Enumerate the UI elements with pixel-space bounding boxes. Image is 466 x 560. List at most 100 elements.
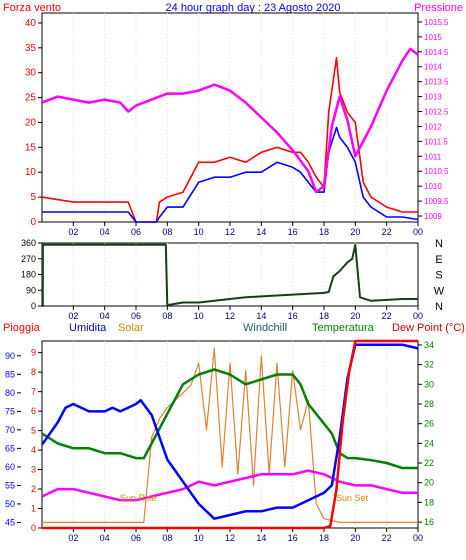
panel1-x-tick-label: 22 [382,227,392,237]
legend-solar: Solar [118,322,144,334]
wind-pressure-panel: 051015202530354010091009.510101010.51011… [25,12,449,237]
pressure-y-tick-label: 1013 [424,93,442,102]
direction-y-tick-label: 90 [26,285,36,295]
panel3-x-tick-label: 22 [382,533,392,543]
temperature-y-tick-label: 16 [424,517,434,527]
pressure-y-tick-label: 1009.5 [424,197,449,206]
panel3-x-tick-label: 14 [256,533,266,543]
temperature-y-tick-label: 26 [424,419,434,429]
rain-y-tick-label: 2 [31,484,36,494]
humidity-y-tick-label: 80 [5,388,15,398]
temperature-y-tick-label: 24 [424,438,434,448]
pressure-y-tick-label: 1011.5 [424,137,448,146]
humidity-y-tick-label: 55 [5,480,15,490]
wind-y-tick-label: 15 [25,142,37,153]
panel1-x-tick-label: 00 [413,227,423,237]
panel2-x-tick-label: 22 [382,311,392,321]
panel1-x-tick-label: 14 [256,227,266,237]
panel2-x-tick-label: 08 [162,311,172,321]
panel1-x-tick-label: 04 [100,227,110,237]
panel2-x-tick-label: 12 [225,311,235,321]
panel3-x-tick-label: 12 [225,533,235,543]
rain-y-tick-label: 3 [31,465,36,475]
direction-y-tick-label: 180 [21,270,36,280]
wind-y-tick-label: 35 [25,43,37,54]
chart-title: 24 hour graph day : 23 Agosto 2020 [166,2,341,14]
panel1-x-tick-label: 12 [225,227,235,237]
rain-y-tick-label: 1 [31,504,36,514]
panel2-x-tick-label: 00 [413,311,423,321]
pressure-line [41,47,419,194]
panel1-x-tick-label: 02 [68,227,78,237]
panel1-x-tick-label: 18 [319,227,329,237]
rain-y-tick-label: 4 [31,445,36,455]
temperature-y-tick-label: 32 [424,360,434,370]
wind-y-tick-label: 40 [25,18,37,29]
rain-y-tick-label: 0 [31,523,36,533]
panel1-x-tick-label: 16 [288,227,298,237]
panel3-x-tick-label: 08 [162,533,172,543]
wind-y-tick-label: 5 [30,192,36,203]
pressure-y-tick-label: 1012.5 [424,108,449,117]
pressure-y-tick-label: 1010.5 [424,167,449,176]
direction-y-tick-label: 0 [31,301,36,311]
humidity-y-tick-label: 60 [5,462,15,472]
wind-y-tick-label: 20 [25,117,37,128]
wind-y-tick-label: 30 [25,68,37,79]
pressure-y-tick-label: 1011 [424,152,442,161]
wind-y-tick-label: 25 [25,93,37,104]
panel2-x-tick-label: 02 [68,311,78,321]
panel3-x-tick-label: 00 [413,533,423,543]
wind-direction-line [41,243,418,307]
panel2-x-tick-label: 10 [194,311,204,321]
legend-dew-point: Dew Point (°C) [392,322,465,334]
panel3-x-tick-label: 16 [288,533,298,543]
panel1-x-tick-label: 20 [350,227,360,237]
humidity-y-tick-label: 85 [5,369,15,379]
wind-speed-line [42,126,419,223]
panel2-x-tick-label: 20 [350,311,360,321]
compass-label: N [435,301,443,313]
panel3-x-tick-label: 10 [194,533,204,543]
rain-y-tick-label: 8 [31,367,36,377]
direction-y-tick-label: 270 [21,254,36,264]
wind-speed-axis-title: Forza vento [3,2,61,14]
panel1-x-tick-label: 08 [162,227,172,237]
wind-y-tick-label: 0 [30,217,36,228]
sun-rise-label: Sun Rise [120,493,157,503]
pressure-y-tick-label: 1015 [424,33,442,42]
rain-line [42,339,418,530]
panel3-x-tick-label: 02 [68,533,78,543]
panel3-x-tick-label: 06 [131,533,141,543]
panel2-x-tick-label: 04 [100,311,110,321]
rain-y-tick-label: 7 [31,387,36,397]
panel1-x-tick-label: 06 [131,227,141,237]
rain-y-tick-label: 5 [31,426,36,436]
dew-point-line [41,469,418,502]
legend-temperatura: Temperatura [312,322,375,334]
humidity-y-tick-label: 70 [5,425,15,435]
rain-y-tick-label: 9 [31,348,36,358]
panel2-x-tick-label: 16 [288,311,298,321]
humidity-y-tick-label: 45 [5,517,15,527]
pressure-y-tick-label: 1015.5 [424,18,449,27]
pressure-y-tick-label: 1010 [424,182,442,191]
legend-umidita: Umidita [69,322,107,334]
pressure-y-tick-label: 1009 [424,212,442,221]
legend-windchill: Windchill [243,322,287,334]
temperature-y-tick-label: 22 [424,458,434,468]
panel3-x-tick-label: 18 [319,533,329,543]
panel2-x-tick-label: 18 [319,311,329,321]
humidity-y-tick-label: 50 [5,499,15,509]
compass-label: N [435,238,443,250]
panel2-x-tick-label: 14 [256,311,266,321]
legend-pioggia: Pioggia [3,322,41,334]
humidity-y-tick-label: 65 [5,443,15,453]
panel1-x-tick-label: 10 [194,227,204,237]
temperature-line [41,368,418,470]
temperature-y-tick-label: 20 [424,478,434,488]
panel3-x-tick-label: 20 [350,533,360,543]
